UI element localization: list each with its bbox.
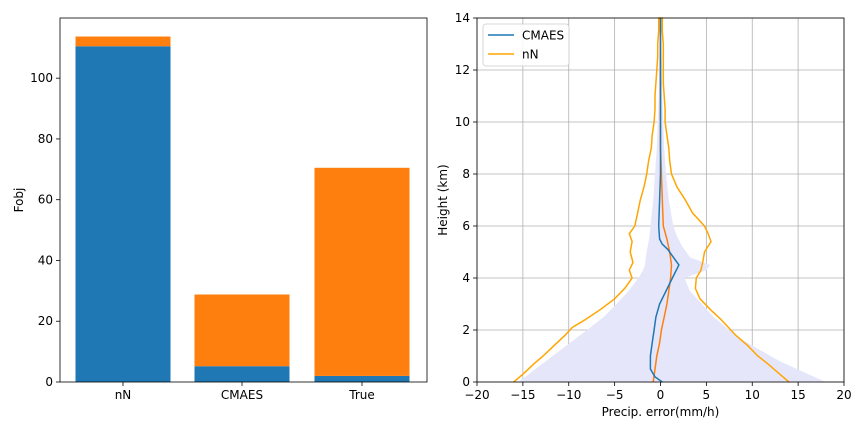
profile-y-axis-label: Height (km) xyxy=(436,164,450,235)
bar-segment xyxy=(194,294,290,367)
profile-y-tick-label: 6 xyxy=(462,219,470,233)
profile-y-tick-label: 4 xyxy=(462,271,470,285)
bar-x-tick: CMAES xyxy=(221,382,263,402)
profile-x-tick-label: −15 xyxy=(510,388,535,402)
bar-segment xyxy=(314,167,410,376)
profile-y-tick-label: 2 xyxy=(462,323,470,337)
bar-segment xyxy=(75,36,171,47)
profile-x-tick-label: 15 xyxy=(790,388,805,402)
profile-y-tick-label: 12 xyxy=(455,63,470,77)
legend-label-nn: nN xyxy=(522,48,539,62)
bar-y-tick-label: 40 xyxy=(38,253,53,267)
series-line-cmaes xyxy=(649,18,680,383)
profile-y-tick-label: 10 xyxy=(455,115,470,129)
profile-y-tick-label: 0 xyxy=(462,375,470,389)
bar-x-tick-label: nN xyxy=(115,388,132,402)
legend-label-cmaes: CMAES xyxy=(522,29,564,43)
bar-y-tick-label: 80 xyxy=(38,132,53,146)
profile-chart: −20 −15 −10 −5 0 5 10 15 20 0 2 4 6 8 10 12 14 Precip. … xyxy=(436,11,852,419)
profile-x-ticks: −20 −15 −10 −5 0 5 10 15 20 xyxy=(464,382,852,402)
bar-chart: nN CMAES True 0 20 40 60 80 100 Fobj xyxy=(12,17,428,402)
bar-segment xyxy=(194,366,290,382)
profile-x-axis-label: Precip. error(mm/h) xyxy=(602,405,720,419)
bar-x-tick-label: True xyxy=(348,388,375,402)
profile-x-tick-label: 5 xyxy=(703,388,711,402)
bar-x-tick-label: CMAES xyxy=(221,388,263,402)
bar-y-tick-label: 60 xyxy=(38,193,53,207)
legend: CMAES nN xyxy=(482,23,570,67)
profile-x-tick-label: 20 xyxy=(836,388,851,402)
bar-segment xyxy=(75,46,171,383)
bar-marks xyxy=(75,36,410,383)
bar-y-tick-label: 20 xyxy=(38,314,53,328)
profile-x-tick-label: 10 xyxy=(745,388,760,402)
profile-y-ticks: 0 2 4 6 8 10 12 14 xyxy=(455,11,477,389)
profile-x-tick-label: −20 xyxy=(464,388,489,402)
bar-y-ticks: 0 20 40 60 80 100 xyxy=(30,71,60,389)
bar-x-tick: True xyxy=(348,382,375,402)
bar-segment xyxy=(314,375,410,382)
profile-y-tick-label: 14 xyxy=(455,11,470,25)
profile-x-tick-label: −10 xyxy=(556,388,581,402)
profile-y-tick-label: 8 xyxy=(462,167,470,181)
bar-x-tick: nN xyxy=(115,382,132,402)
uncertainty-band xyxy=(518,18,826,382)
profile-x-tick-label: 0 xyxy=(657,388,665,402)
profile-x-tick-label: −5 xyxy=(606,388,624,402)
bar-y-tick-label: 100 xyxy=(30,71,53,85)
bar-x-ticks: nN CMAES True xyxy=(115,382,375,402)
bar-y-tick-label: 0 xyxy=(45,375,53,389)
bar-y-axis-label: Fobj xyxy=(12,188,26,213)
